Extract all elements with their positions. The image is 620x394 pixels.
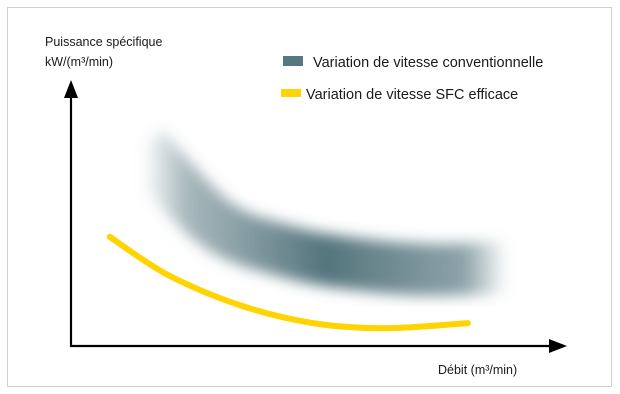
y-axis-label-line2: kW/(m³/min) [45,55,113,69]
y-axis-label-line1: Puissance spécifique [45,35,162,49]
legend: Variation de vitesse conventionnelle Var… [281,55,543,103]
legend-swatch-sfc [281,89,301,97]
y-axis-arrow [64,80,78,98]
legend-label-sfc: Variation de vitesse SFC efficace [306,87,518,103]
series-line-sfc [106,233,471,332]
legend-label-conventional: Variation de vitesse conventionnelle [313,55,543,71]
legend-swatch-conventional [283,56,303,66]
series-layer [106,129,508,332]
series-band-conventional [124,129,508,296]
x-axis-arrow [549,339,567,353]
x-axis-label: Débit (m³/min) [438,363,517,377]
